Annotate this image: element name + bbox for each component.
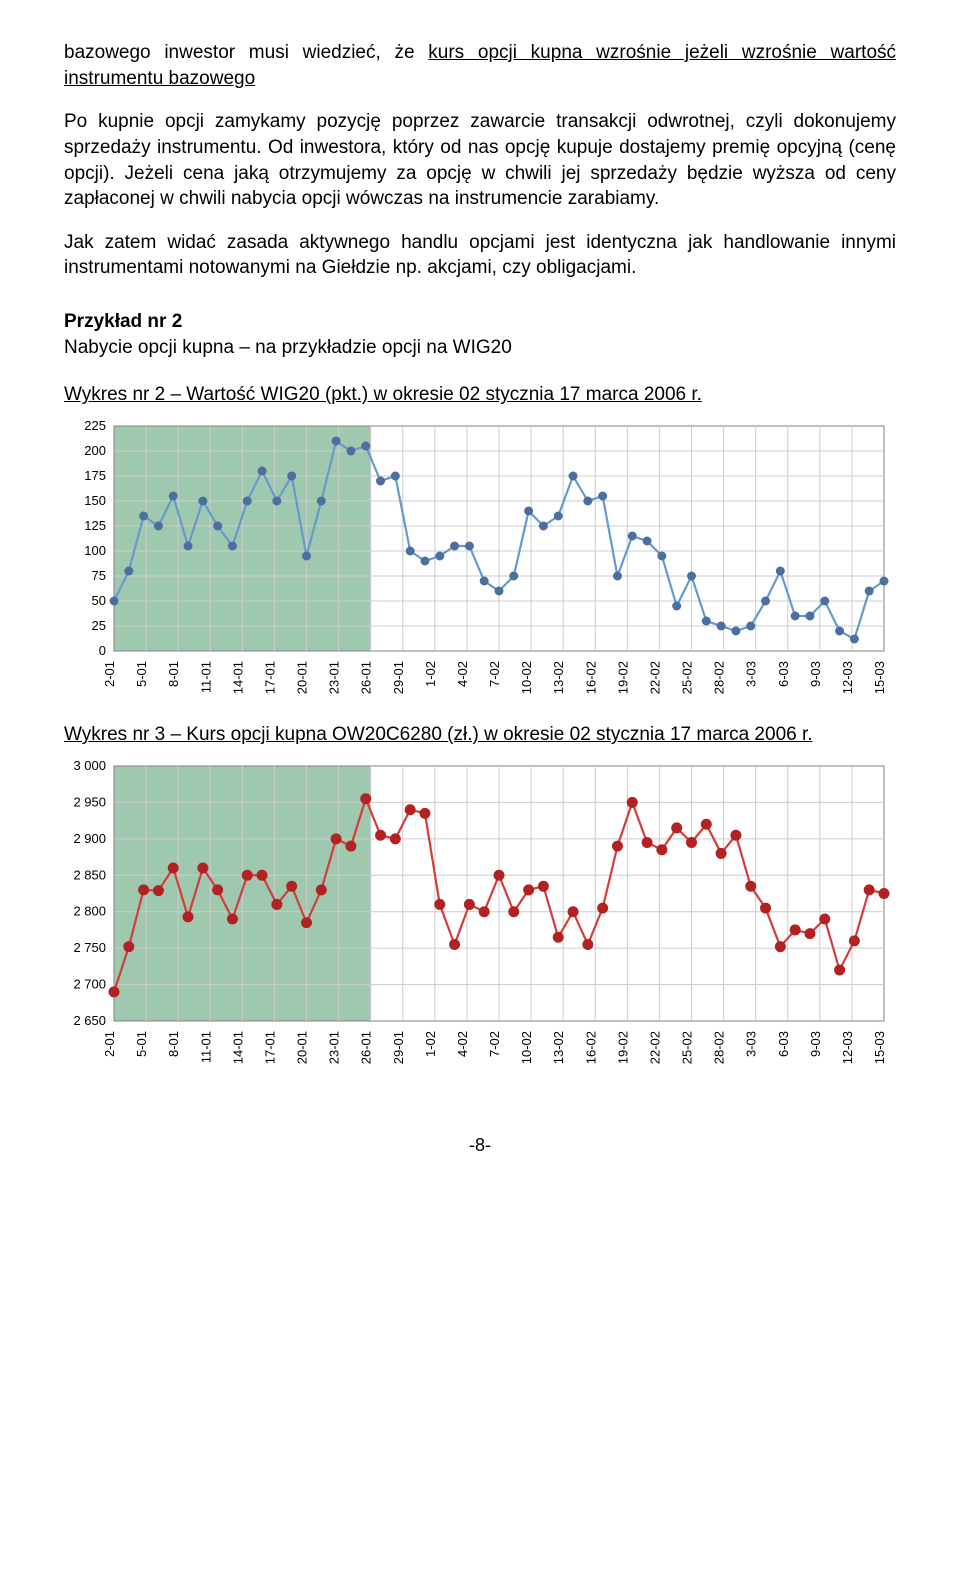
svg-text:7-02: 7-02 (487, 1031, 502, 1057)
svg-text:20-01: 20-01 (295, 661, 310, 694)
svg-text:23-01: 23-01 (327, 661, 342, 694)
svg-text:3 000: 3 000 (73, 758, 106, 773)
svg-text:22-02: 22-02 (647, 1031, 662, 1064)
chart3: 2 650 2 700 2 750 2 800 2 850 2 900 2 950 3 000… (64, 758, 896, 1093)
page-number: -8- (64, 1133, 896, 1157)
paragraph-1: bazowego inwestor musi wiedzieć, że kurs… (64, 40, 896, 91)
svg-text:19-02: 19-02 (615, 1031, 630, 1064)
svg-text:25: 25 (92, 618, 106, 633)
svg-text:25-02: 25-02 (680, 1031, 695, 1064)
svg-text:16-02: 16-02 (583, 661, 598, 694)
svg-text:14-01: 14-01 (230, 1031, 245, 1064)
svg-text:125: 125 (84, 518, 106, 533)
svg-text:28-02: 28-02 (712, 661, 727, 694)
example-subtitle: Nabycie opcji kupna – na przykładzie opc… (64, 335, 896, 361)
chart2-title: Wykres nr 2 – Wartość WIG20 (pkt.) w okr… (64, 382, 896, 408)
chart2-svg: 0 25 50 75 100 125 150 175 200 225 2-01 5-01 8-01 11-… (64, 418, 894, 718)
svg-text:23-01: 23-01 (327, 1031, 342, 1064)
svg-text:10-02: 10-02 (519, 661, 534, 694)
svg-text:2 750: 2 750 (73, 940, 106, 955)
svg-text:29-01: 29-01 (391, 661, 406, 694)
svg-text:9-03: 9-03 (808, 661, 823, 687)
svg-text:10-02: 10-02 (519, 1031, 534, 1064)
p1-text-a: bazowego inwestor musi wiedzieć, że (64, 42, 428, 63)
svg-text:1-02: 1-02 (423, 661, 438, 687)
svg-text:75: 75 (92, 568, 106, 583)
svg-text:2-01: 2-01 (102, 1031, 117, 1057)
chart3-title: Wykres nr 3 – Kurs opcji kupna OW20C6280… (64, 722, 896, 748)
svg-text:12-03: 12-03 (840, 661, 855, 694)
chart2: 0 25 50 75 100 125 150 175 200 225 2-01 5-01 8-01 11-… (64, 418, 896, 718)
svg-text:17-01: 17-01 (262, 661, 277, 694)
paragraph-2: Po kupnie opcji zamykamy pozycję poprzez… (64, 109, 896, 212)
svg-text:200: 200 (84, 443, 106, 458)
svg-text:0: 0 (99, 643, 106, 658)
svg-text:50: 50 (92, 593, 106, 608)
svg-text:175: 175 (84, 468, 106, 483)
svg-text:13-02: 13-02 (551, 1031, 566, 1064)
svg-text:1-02: 1-02 (423, 1031, 438, 1057)
svg-text:8-01: 8-01 (166, 661, 181, 687)
svg-text:2 900: 2 900 (73, 831, 106, 846)
svg-text:2 950: 2 950 (73, 794, 106, 809)
svg-text:11-01: 11-01 (198, 661, 213, 693)
svg-text:4-02: 4-02 (455, 661, 470, 687)
svg-text:17-01: 17-01 (262, 1031, 277, 1064)
svg-text:5-01: 5-01 (134, 1031, 149, 1057)
svg-text:16-02: 16-02 (583, 1031, 598, 1064)
svg-text:20-01: 20-01 (295, 1031, 310, 1064)
svg-text:11-01: 11-01 (198, 1031, 213, 1063)
svg-text:14-01: 14-01 (230, 661, 245, 694)
svg-text:2 700: 2 700 (73, 976, 106, 991)
svg-text:28-02: 28-02 (712, 1031, 727, 1064)
svg-text:29-01: 29-01 (391, 1031, 406, 1064)
svg-text:4-02: 4-02 (455, 1031, 470, 1057)
svg-text:6-03: 6-03 (776, 661, 791, 687)
example-title: Przykład nr 2 (64, 309, 896, 335)
svg-text:13-02: 13-02 (551, 661, 566, 694)
svg-text:25-02: 25-02 (680, 661, 695, 694)
svg-text:2-01: 2-01 (102, 661, 117, 687)
svg-text:7-02: 7-02 (487, 661, 502, 687)
svg-text:3-03: 3-03 (744, 1031, 759, 1057)
svg-text:5-01: 5-01 (134, 661, 149, 687)
svg-text:15-03: 15-03 (872, 1031, 887, 1064)
svg-text:22-02: 22-02 (647, 661, 662, 694)
svg-text:2 650: 2 650 (73, 1013, 106, 1028)
svg-text:2 850: 2 850 (73, 867, 106, 882)
svg-text:2 800: 2 800 (73, 903, 106, 918)
svg-text:100: 100 (84, 543, 106, 558)
svg-text:225: 225 (84, 418, 106, 433)
svg-text:19-02: 19-02 (615, 661, 630, 694)
svg-text:3-03: 3-03 (744, 661, 759, 687)
svg-text:8-01: 8-01 (166, 1031, 181, 1057)
chart3-svg: 2 650 2 700 2 750 2 800 2 850 2 900 2 950 3 000… (64, 758, 894, 1093)
svg-text:6-03: 6-03 (776, 1031, 791, 1057)
svg-text:9-03: 9-03 (808, 1031, 823, 1057)
svg-text:26-01: 26-01 (359, 1031, 374, 1064)
svg-text:26-01: 26-01 (359, 661, 374, 694)
svg-text:15-03: 15-03 (872, 661, 887, 694)
svg-text:12-03: 12-03 (840, 1031, 855, 1064)
svg-text:150: 150 (84, 493, 106, 508)
paragraph-3: Jak zatem widać zasada aktywnego handlu … (64, 230, 896, 281)
